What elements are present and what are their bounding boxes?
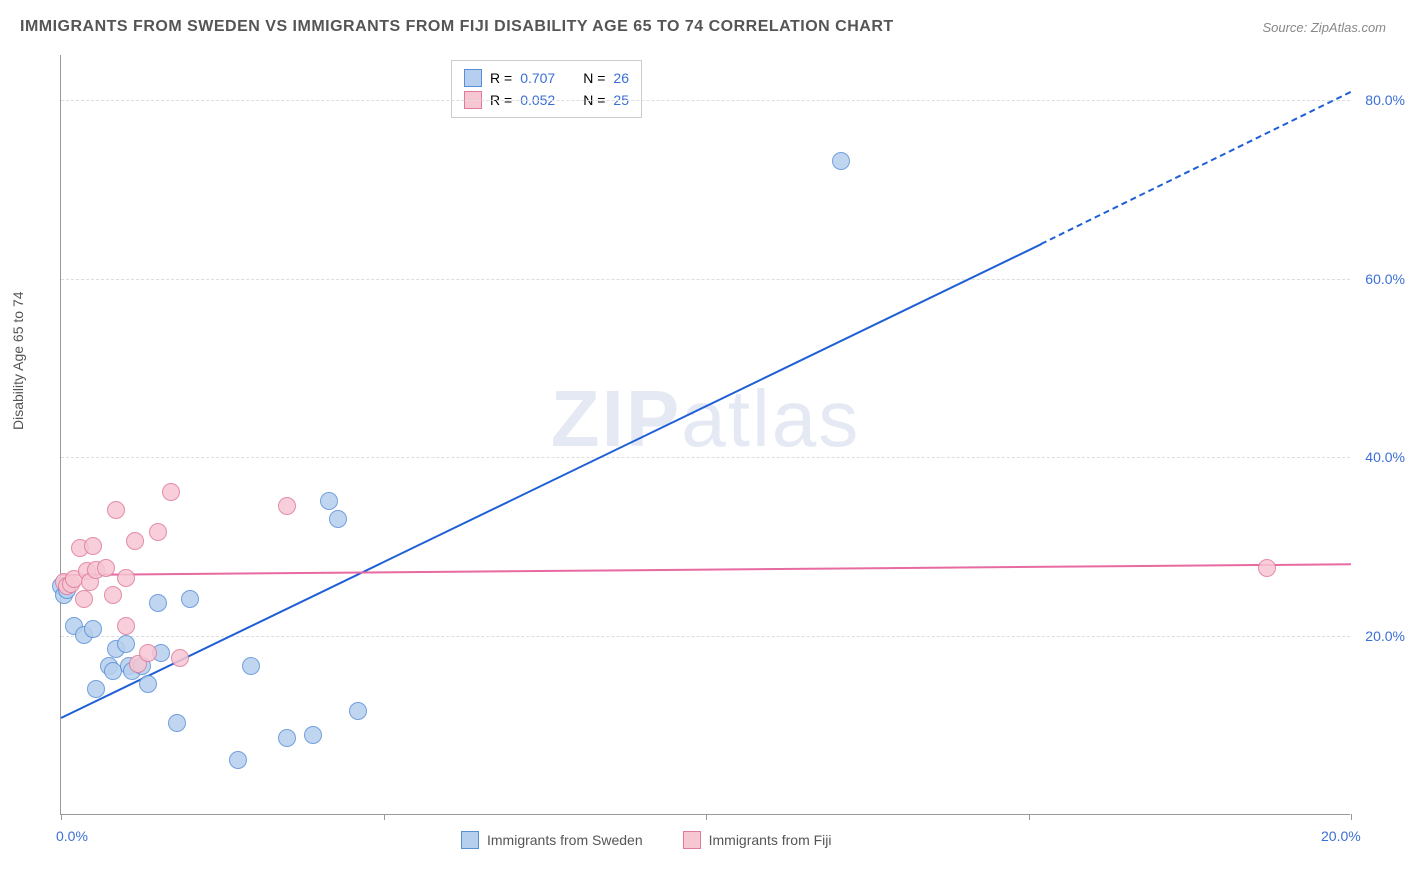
data-point <box>126 532 144 550</box>
n-value: 26 <box>613 70 629 86</box>
x-tick-label: 0.0% <box>56 828 88 844</box>
data-point <box>329 510 347 528</box>
x-tick-label: 20.0% <box>1321 828 1361 844</box>
data-point <box>117 617 135 635</box>
y-tick-label: 80.0% <box>1365 92 1405 108</box>
legend-row: R = 0.707 N = 26 <box>464 67 629 89</box>
gridline <box>61 100 1350 101</box>
x-tick <box>1029 814 1030 820</box>
legend-label: Immigrants from Fiji <box>709 832 832 848</box>
y-tick-label: 20.0% <box>1365 628 1405 644</box>
legend-swatch-icon <box>683 831 701 849</box>
n-label: N = <box>583 70 605 86</box>
data-point <box>1258 559 1276 577</box>
y-tick-label: 40.0% <box>1365 449 1405 465</box>
data-point <box>242 657 260 675</box>
data-point <box>832 152 850 170</box>
x-tick <box>61 814 62 820</box>
gridline <box>61 636 1350 637</box>
data-point <box>97 559 115 577</box>
data-point <box>349 702 367 720</box>
y-tick-label: 60.0% <box>1365 271 1405 287</box>
data-point <box>139 675 157 693</box>
x-tick <box>384 814 385 820</box>
x-tick <box>706 814 707 820</box>
data-point <box>304 726 322 744</box>
gridline <box>61 279 1350 280</box>
legend-item-fiji: Immigrants from Fiji <box>683 831 832 849</box>
data-point <box>168 714 186 732</box>
data-point <box>84 537 102 555</box>
data-point <box>117 569 135 587</box>
legend-swatch-icon <box>461 831 479 849</box>
data-point <box>171 649 189 667</box>
plot-area: ZIPatlas R = 0.707 N = 26 R = 0.052 N = … <box>60 55 1350 815</box>
trend-line <box>61 563 1351 576</box>
data-point <box>229 751 247 769</box>
source-label: Source: ZipAtlas.com <box>1262 20 1386 35</box>
trend-line <box>61 243 1042 719</box>
data-point <box>162 483 180 501</box>
data-point <box>87 680 105 698</box>
header: IMMIGRANTS FROM SWEDEN VS IMMIGRANTS FRO… <box>20 18 1386 36</box>
data-point <box>84 620 102 638</box>
correlation-legend: R = 0.707 N = 26 R = 0.052 N = 25 <box>451 60 642 118</box>
y-axis-label: Disability Age 65 to 74 <box>10 291 26 430</box>
data-point <box>104 586 122 604</box>
data-point <box>117 635 135 653</box>
data-point <box>107 501 125 519</box>
data-point <box>278 497 296 515</box>
gridline <box>61 457 1350 458</box>
data-point <box>75 590 93 608</box>
series-legend: Immigrants from Sweden Immigrants from F… <box>461 831 832 849</box>
data-point <box>181 590 199 608</box>
legend-label: Immigrants from Sweden <box>487 832 643 848</box>
data-point <box>139 644 157 662</box>
legend-item-sweden: Immigrants from Sweden <box>461 831 643 849</box>
trend-line <box>1041 91 1351 245</box>
r-label: R = <box>490 70 512 86</box>
legend-swatch-sweden <box>464 69 482 87</box>
x-tick <box>1351 814 1352 820</box>
chart-title: IMMIGRANTS FROM SWEDEN VS IMMIGRANTS FRO… <box>20 18 894 36</box>
data-point <box>149 594 167 612</box>
watermark: ZIPatlas <box>551 373 860 465</box>
r-value: 0.707 <box>520 70 555 86</box>
data-point <box>320 492 338 510</box>
data-point <box>278 729 296 747</box>
data-point <box>149 523 167 541</box>
